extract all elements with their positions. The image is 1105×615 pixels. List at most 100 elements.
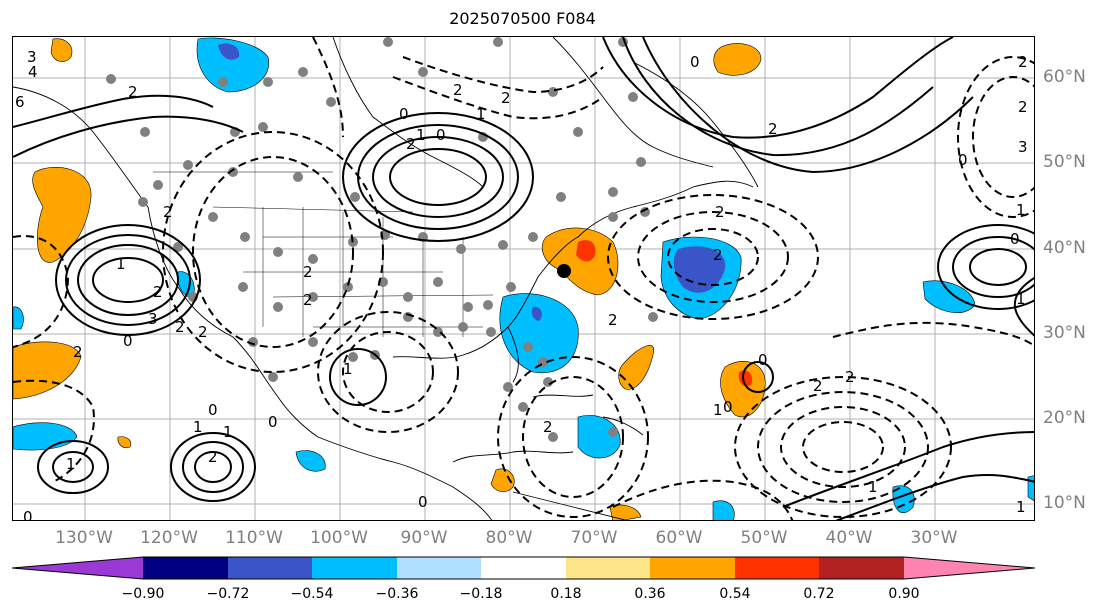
contour-label: 1 xyxy=(868,478,878,496)
longitude-label: 50°W xyxy=(740,528,788,548)
contour-label: 1 xyxy=(223,423,233,441)
contour-label: 0 xyxy=(690,53,700,71)
colorbar-segment xyxy=(228,557,312,579)
contour-label: 0 xyxy=(208,401,218,419)
contour-label: 2 xyxy=(406,135,416,153)
longitude-label: 130°W xyxy=(55,528,113,548)
contour-label: 2 xyxy=(501,89,511,107)
highlight-marker xyxy=(557,264,571,278)
contour-label: 3 xyxy=(27,48,37,66)
contour-label: 1 xyxy=(1016,498,1026,516)
coastlines xyxy=(13,37,759,520)
contour-label: 2 xyxy=(208,448,218,466)
contour-label: 1 xyxy=(1016,290,1026,308)
latitude-label: 60°N xyxy=(1043,67,1086,87)
contour-label: 0 xyxy=(958,151,968,169)
contour-label: 1 xyxy=(343,360,353,378)
colorbar-segment xyxy=(819,557,904,579)
colorbar-tick-label: −0.18 xyxy=(459,586,503,602)
contour-label: 0 xyxy=(758,351,768,369)
contour-label: 0 xyxy=(1010,230,1020,248)
latitude-label: 50°N xyxy=(1043,152,1086,172)
contour-label: 2 xyxy=(845,368,855,386)
contour-label: 2 xyxy=(813,377,823,395)
contour-label: 2 xyxy=(198,323,208,341)
contour-label: 1 xyxy=(1016,201,1026,219)
longitude-label: 60°W xyxy=(655,528,703,548)
longitude-label: 70°W xyxy=(570,528,618,548)
colorbar-tick-label: 0.36 xyxy=(634,586,666,602)
colorbar-segment xyxy=(143,557,228,579)
contour-label: 2 xyxy=(128,83,138,101)
dashed-contours xyxy=(13,37,1034,520)
contour-label: 4 xyxy=(28,63,38,81)
colorbar-extension-low xyxy=(12,557,143,579)
colorbar-tick-label: 0.54 xyxy=(719,586,751,602)
contour-label: 2 xyxy=(163,203,173,221)
contour-label: 3 xyxy=(148,310,158,328)
contour-label: 6 xyxy=(15,93,25,111)
colorbar-tick-label: −0.54 xyxy=(290,586,334,602)
figure-title: 2025070500 F084 xyxy=(449,9,596,28)
contour-label: 2 xyxy=(153,283,163,301)
colorbar-tick-label: 0.18 xyxy=(550,586,582,602)
state-borders xyxy=(153,171,494,337)
contour-label: 2 xyxy=(175,318,185,336)
colorbar-tick-label: −0.36 xyxy=(375,586,419,602)
contour-label: 2 xyxy=(1018,53,1028,71)
colorbar-segment xyxy=(397,557,481,579)
latitude-label: 10°N xyxy=(1043,493,1086,513)
colorbar-tick-label: −0.90 xyxy=(121,586,165,602)
colorbar-segment xyxy=(566,557,650,579)
latitude-label: 30°N xyxy=(1043,323,1086,343)
latitude-label: 20°N xyxy=(1043,408,1086,428)
contour-label: 0 xyxy=(436,126,446,144)
colorbar-segment xyxy=(735,557,819,579)
contour-label: 0 xyxy=(23,508,33,521)
contour-label: 2 xyxy=(1018,98,1028,116)
contour-label: 0 xyxy=(723,398,733,416)
map-canvas: 3 4 6 2 2 1 2 1 0 2 0 0 2 2 3 2 1 0 1 2 … xyxy=(13,37,1034,521)
contour-label: 2 xyxy=(713,246,723,264)
contour-label: 2 xyxy=(608,311,618,329)
longitude-label: 40°W xyxy=(825,528,873,548)
solid-contours xyxy=(13,37,1034,520)
longitude-label: 30°W xyxy=(910,528,958,548)
contour-label: 2 xyxy=(768,120,778,138)
contour-label: 1 xyxy=(66,455,76,473)
contour-label: 1 xyxy=(476,105,486,123)
contour-label: 1 xyxy=(193,418,203,436)
contour-label: 2 xyxy=(715,203,725,221)
colorbar-segment xyxy=(312,557,397,579)
colorbar-tick-label: 0.72 xyxy=(803,586,835,602)
colorbar xyxy=(11,556,1036,580)
contour-label: 1 xyxy=(713,401,723,419)
contour-labels: 3 4 6 2 2 1 2 1 0 2 0 0 2 2 3 2 1 0 1 2 … xyxy=(15,48,1028,521)
contour-label: 2 xyxy=(303,263,313,281)
contour-label: 0 xyxy=(123,332,133,350)
colorbar-tick-label: −0.72 xyxy=(206,586,250,602)
colorbar-extension-high xyxy=(904,557,1035,579)
colorbar-segment xyxy=(650,557,735,579)
contour-label: 2 xyxy=(303,291,313,309)
longitude-label: 90°W xyxy=(400,528,448,548)
contour-label: 2 xyxy=(453,81,463,99)
contour-label: 2 xyxy=(543,418,553,436)
contour-label: 1 xyxy=(116,255,126,273)
contour-label: 2 xyxy=(73,343,83,361)
longitude-label: 120°W xyxy=(140,528,198,548)
longitude-label: 80°W xyxy=(485,528,533,548)
positive-anomaly-regions xyxy=(13,38,766,520)
contour-label: 1 xyxy=(416,126,426,144)
contour-label: 0 xyxy=(268,413,278,431)
contour-label: 3 xyxy=(1018,138,1028,156)
longitude-label: 100°W xyxy=(310,528,368,548)
longitude-label: 110°W xyxy=(225,528,283,548)
strong-positive-regions xyxy=(576,240,753,387)
strong-negative-regions xyxy=(218,43,726,321)
contour-label: 0 xyxy=(399,105,409,123)
map-panel: 3 4 6 2 2 1 2 1 0 2 0 0 2 2 3 2 1 0 1 2 … xyxy=(12,36,1035,521)
latitude-label: 40°N xyxy=(1043,238,1086,258)
colorbar-tick-label: 0.90 xyxy=(888,586,920,602)
contour-label: 0 xyxy=(418,493,428,511)
